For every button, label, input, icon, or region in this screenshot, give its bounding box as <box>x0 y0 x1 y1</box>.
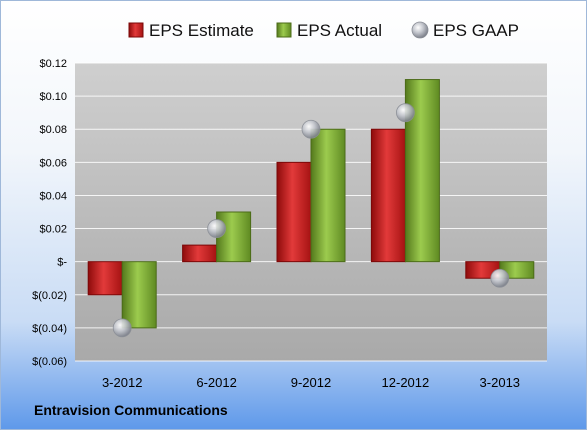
x-tick-label: 3-2013 <box>480 375 520 390</box>
legend-swatch <box>128 22 144 38</box>
y-tick-label: $(0.02) <box>32 290 67 302</box>
legend-label: EPS Estimate <box>149 21 254 40</box>
legend-label: EPS GAAP <box>433 21 519 40</box>
legend-swatch <box>411 21 429 39</box>
x-axis: 3-2012 6-2012 9-2012 12-2012 3-2013 <box>102 375 520 390</box>
y-tick-label: $0.12 <box>39 58 67 70</box>
bars <box>87 79 535 329</box>
point-eps-gaap <box>112 318 132 338</box>
point-eps-gaap <box>301 119 321 139</box>
bar-eps-actual <box>310 128 346 263</box>
y-tick-label: $(0.06) <box>32 356 67 368</box>
y-tick-label: $- <box>57 257 67 269</box>
y-tick-label: $0.08 <box>39 124 67 136</box>
y-tick-label: $0.06 <box>39 157 67 169</box>
x-tick-label: 12-2012 <box>382 375 430 390</box>
bar-eps-estimate <box>370 128 406 263</box>
point-eps-gaap <box>395 103 415 123</box>
y-tick-label: $0.02 <box>39 224 67 236</box>
point-eps-gaap <box>490 268 510 288</box>
y-axis: $0.12 $0.10 $0.08 $0.06 $0.04 $0.02 $- $(0.02) $… <box>32 58 67 368</box>
point-eps-gaap <box>207 219 227 238</box>
legend-label: EPS Actual <box>297 21 382 40</box>
legend: EPS Estimate EPS Actual EPS GAAP <box>128 21 519 40</box>
legend-swatch <box>276 22 292 38</box>
bar-eps-estimate <box>276 161 312 263</box>
y-tick-label: $0.10 <box>39 91 67 103</box>
bar-eps-actual <box>216 211 252 263</box>
x-tick-label: 6-2012 <box>196 375 236 390</box>
y-tick-label: $(0.04) <box>32 323 67 335</box>
x-tick-label: 9-2012 <box>291 375 331 390</box>
bar-eps-estimate <box>182 244 218 263</box>
gaap-points <box>112 103 510 338</box>
y-tick-label: $0.04 <box>39 190 67 202</box>
bar-eps-actual <box>121 261 157 329</box>
company-name: Entravision Communications <box>34 402 228 418</box>
x-tick-label: 3-2012 <box>102 375 142 390</box>
bar-eps-estimate <box>87 261 123 296</box>
